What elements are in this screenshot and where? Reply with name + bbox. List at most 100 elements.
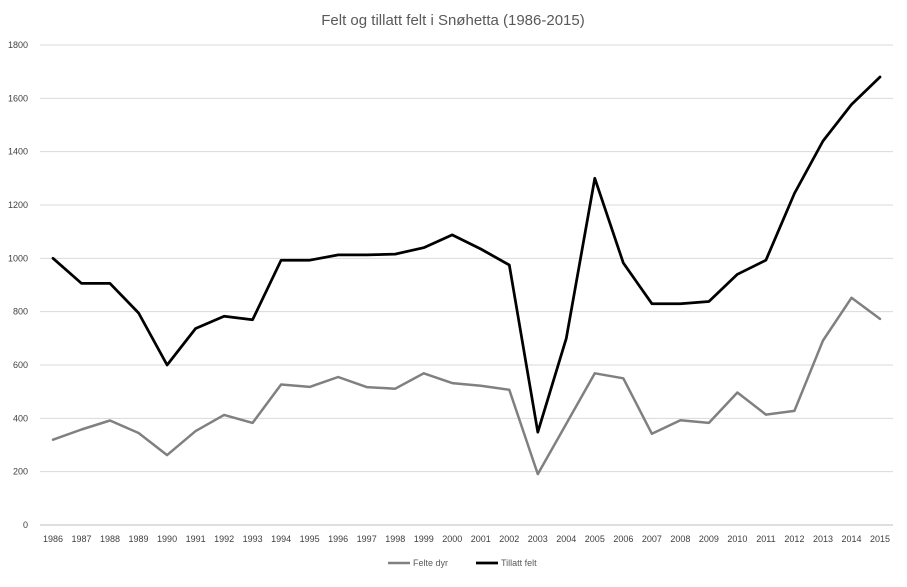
x-tick-label: 1995 <box>300 534 320 544</box>
x-tick-label: 2015 <box>870 534 890 544</box>
data-point <box>850 296 853 299</box>
x-tick-label: 2001 <box>471 534 491 544</box>
y-axis-ticks: 0 200 400 600 800 1000 1200 1400 1600 1800 <box>8 40 28 530</box>
y-tick-label: 200 <box>13 467 28 477</box>
data-point <box>251 421 254 424</box>
x-tick-label: 2014 <box>841 534 861 544</box>
data-point <box>707 421 710 424</box>
data-point <box>166 364 168 366</box>
x-tick-label: 2006 <box>613 534 633 544</box>
series-line-tillatt-felt <box>51 75 882 434</box>
x-tick-label: 2009 <box>699 534 719 544</box>
data-point <box>223 413 226 416</box>
data-point <box>251 318 254 321</box>
x-tick-label: 2000 <box>442 534 462 544</box>
x-tick-label: 2013 <box>813 534 833 544</box>
data-point <box>879 317 881 320</box>
x-tick-label: 1990 <box>157 534 177 544</box>
data-point <box>422 246 425 249</box>
data-point <box>109 282 111 285</box>
data-point <box>109 419 111 422</box>
data-point <box>365 386 368 389</box>
data-point <box>679 302 682 305</box>
data-point <box>622 377 625 380</box>
y-tick-label: 400 <box>13 413 28 423</box>
y-tick-label: 600 <box>13 360 28 370</box>
data-point <box>508 264 511 266</box>
x-tick-label: 1989 <box>129 534 149 544</box>
data-point <box>508 388 511 391</box>
data-point <box>736 273 739 276</box>
data-point <box>308 385 311 388</box>
data-point <box>622 261 625 264</box>
data-point <box>422 372 425 375</box>
y-tick-label: 1600 <box>8 93 28 103</box>
x-tick-label: 2011 <box>756 534 775 544</box>
data-point <box>308 259 311 262</box>
y-tick-label: 1800 <box>8 40 28 50</box>
series-lines <box>51 75 882 476</box>
y-tick-label: 800 <box>13 307 28 317</box>
x-tick-label: 1987 <box>72 534 92 544</box>
data-point <box>394 387 397 390</box>
data-point <box>650 302 653 305</box>
data-point <box>536 473 539 475</box>
x-tick-label: 1993 <box>243 534 263 544</box>
data-point <box>765 259 767 262</box>
data-point <box>822 339 824 342</box>
legend: Felte dyr Tillatt felt <box>388 558 537 568</box>
x-tick-label: 2012 <box>784 534 804 544</box>
data-point <box>80 282 83 285</box>
legend-label: Felte dyr <box>413 558 448 568</box>
x-tick-label: 1991 <box>186 534 206 544</box>
data-point <box>765 413 767 416</box>
data-point <box>736 391 739 394</box>
x-tick-label: 1994 <box>271 534 291 544</box>
data-point <box>451 382 454 385</box>
x-axis-ticks: 1986 1987 1988 1989 1990 1991 1992 1993 1994 1995… <box>43 534 890 544</box>
y-tick-label: 1200 <box>8 200 28 210</box>
data-point <box>707 300 710 303</box>
data-point <box>650 432 653 435</box>
data-point <box>479 248 482 250</box>
data-point <box>137 432 140 434</box>
x-tick-label: 2008 <box>670 534 690 544</box>
x-tick-label: 2005 <box>585 534 605 544</box>
data-point <box>166 454 168 457</box>
data-point <box>194 327 197 330</box>
data-point <box>536 431 539 434</box>
data-point <box>365 253 368 256</box>
legend-label: Tillatt felt <box>501 558 537 568</box>
data-point <box>394 253 397 255</box>
x-tick-label: 1996 <box>328 534 348 544</box>
data-point <box>337 253 340 256</box>
x-tick-label: 2004 <box>556 534 576 544</box>
chart-title: Felt og tillatt felt i Snøhetta (1986-20… <box>321 12 584 29</box>
y-tick-label: 1000 <box>8 253 28 263</box>
data-point <box>80 428 83 431</box>
data-point <box>194 430 197 433</box>
x-tick-label: 2002 <box>499 534 519 544</box>
y-tick-label: 0 <box>23 520 28 530</box>
x-tick-label: 1986 <box>43 534 63 544</box>
data-point <box>793 192 796 195</box>
data-point <box>565 422 568 425</box>
x-tick-label: 1999 <box>414 534 434 544</box>
grid-lines <box>40 44 893 526</box>
data-point <box>679 419 682 422</box>
data-point <box>337 376 340 378</box>
data-point <box>280 259 283 262</box>
x-tick-label: 1998 <box>385 534 405 544</box>
data-point <box>52 257 54 260</box>
data-point <box>451 233 454 236</box>
data-point <box>565 337 568 340</box>
data-point <box>280 383 283 386</box>
data-point <box>850 103 853 106</box>
data-point <box>137 312 140 314</box>
x-tick-label: 2007 <box>642 534 662 544</box>
x-tick-label: 1992 <box>214 534 234 544</box>
data-point <box>479 384 482 387</box>
data-point <box>593 177 596 180</box>
data-point <box>822 140 824 142</box>
